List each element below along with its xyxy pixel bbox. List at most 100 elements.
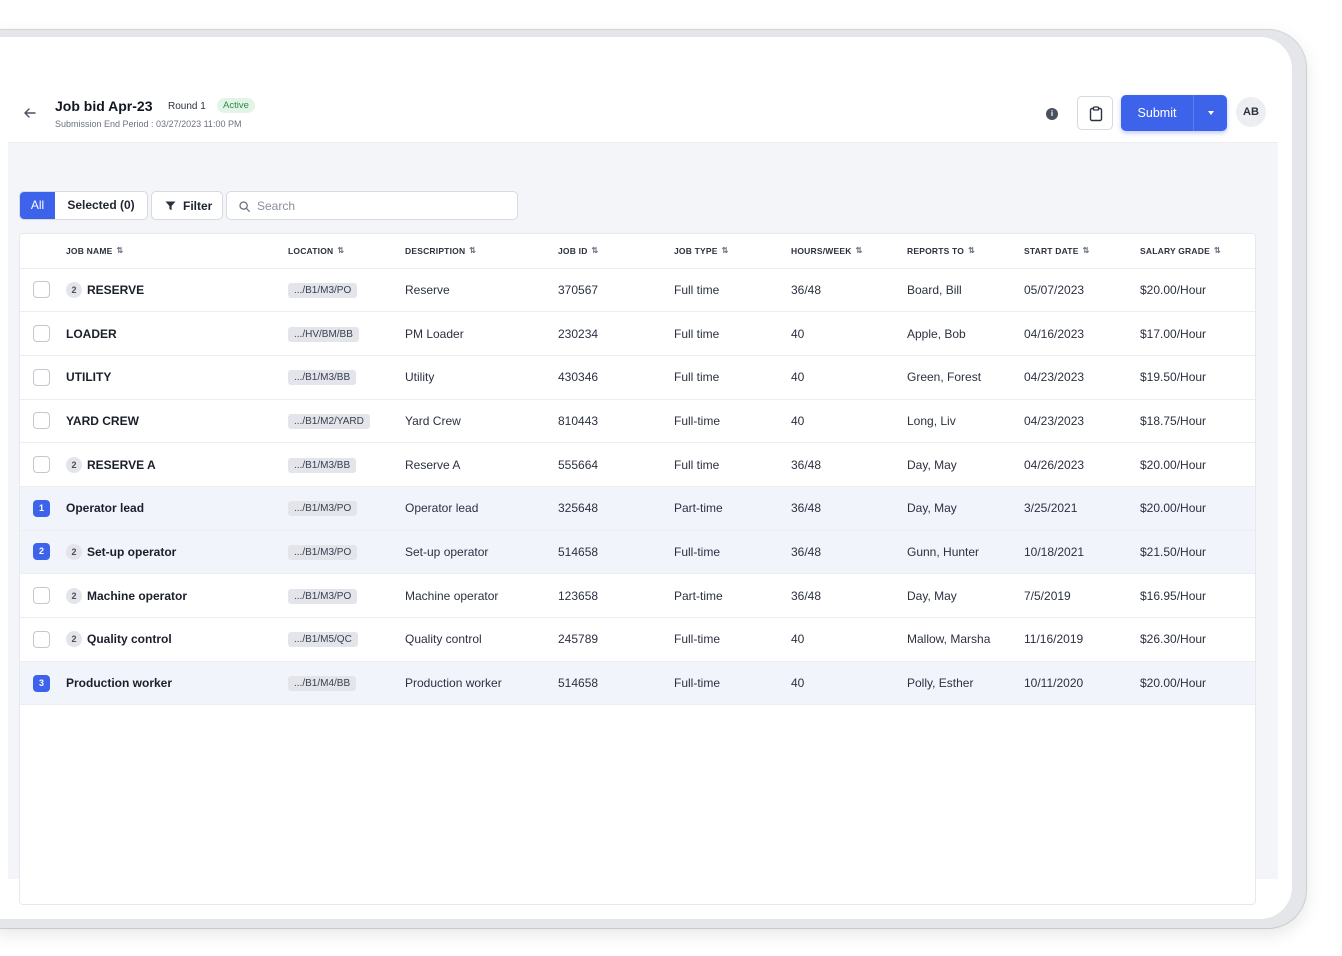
table-row[interactable]: YARD CREW .../B1/M2/YARD Yard Crew 810443 Fu…	[20, 399, 1255, 444]
table-header-row: JOB NAME ⇅ LOCATION ⇅ DESCRIPTION ⇅ JOB ID ⇅…	[20, 234, 1255, 269]
location-cell: .../B1/M3/PO	[288, 268, 405, 313]
start-date-cell: 7/5/2019	[1024, 573, 1140, 618]
job-name-cell: 2 Set-up operator	[66, 530, 288, 575]
location-chip: .../B1/M3/PO	[288, 544, 358, 560]
column-header-start-date[interactable]: START DATE ⇅	[1024, 234, 1140, 269]
location-chip: .../HV/BM/BB	[288, 326, 359, 342]
sort-icon: ⇅	[855, 245, 863, 255]
page-title: Job bid Apr-23	[55, 98, 153, 114]
column-header-reports-to[interactable]: REPORTS TO ⇅	[907, 234, 1024, 269]
start-date-cell: 10/11/2020	[1024, 661, 1140, 706]
start-date-cell: 10/18/2021	[1024, 530, 1140, 575]
sort-icon: ⇅	[591, 245, 599, 255]
search-input[interactable]	[257, 195, 512, 216]
start-date-cell: 04/16/2023	[1024, 311, 1140, 356]
table-row[interactable]: 3 Production worker .../B1/M4/BB Production…	[20, 661, 1255, 706]
row-checkbox[interactable]	[33, 412, 50, 430]
column-header-location[interactable]: LOCATION ⇅	[288, 234, 405, 269]
start-date-cell: 3/25/2021	[1024, 486, 1140, 531]
job-type-cell: Part-time	[674, 573, 791, 618]
description-cell: Utility	[405, 355, 558, 400]
column-header-job-name[interactable]: JOB NAME ⇅	[66, 234, 288, 269]
column-header-hours-week[interactable]: HOURS/WEEK ⇅	[791, 234, 907, 269]
reports-to-cell: Apple, Bob	[907, 311, 1024, 356]
job-id-cell: 230234	[558, 311, 674, 356]
submit-button-group: Submit	[1121, 95, 1227, 131]
salary-cell: $17.00/Hour	[1140, 311, 1255, 356]
app: Job bid Apr-23 Round 1 Active Submission…	[8, 87, 1278, 905]
filter-button[interactable]: Filter	[151, 191, 223, 220]
clipboard-button[interactable]	[1077, 96, 1113, 130]
table-row[interactable]: UTILITY .../B1/M3/BB Utility 430346 Full tim…	[20, 355, 1255, 400]
location-cell: .../B1/M3/BB	[288, 355, 405, 400]
description-cell: Machine operator	[405, 573, 558, 618]
sort-icon: ⇅	[1213, 245, 1221, 255]
table-row[interactable]: 2 2 Set-up operator .../B1/M3/PO Set-up oper…	[20, 530, 1255, 575]
description-cell: Yard Crew	[405, 399, 558, 444]
row-rank-checkbox[interactable]: 2	[33, 543, 50, 561]
table-row[interactable]: 2 RESERVE .../B1/M3/PO Reserve 370567 Full ti…	[20, 268, 1255, 313]
sort-icon: ⇅	[337, 245, 345, 255]
job-name: Set-up operator	[87, 544, 177, 559]
selected-tab[interactable]: Selected (0)	[67, 198, 135, 212]
row-checkbox[interactable]	[33, 281, 50, 299]
row-checkbox[interactable]	[33, 587, 50, 605]
row-checkbox[interactable]	[33, 456, 50, 474]
table-row[interactable]: 2 Machine operator .../B1/M3/PO Machine ope…	[20, 573, 1255, 618]
location-cell: .../B1/M5/QC	[288, 617, 405, 662]
column-header-job-type[interactable]: JOB TYPE ⇅	[674, 234, 791, 269]
device-frame: Job bid Apr-23 Round 1 Active Submission…	[0, 30, 1306, 928]
row-select-cell: 1	[20, 486, 66, 531]
job-type-cell: Full-time	[674, 617, 791, 662]
row-rank-checkbox[interactable]: 1	[33, 499, 50, 517]
view-toggle: All Selected (0)	[19, 191, 148, 220]
row-checkbox[interactable]	[33, 630, 50, 648]
column-header-description[interactable]: DESCRIPTION ⇅	[405, 234, 558, 269]
salary-cell: $20.00/Hour	[1140, 661, 1255, 706]
table-row[interactable]: 2 RESERVE A .../B1/M3/BB Reserve A 555664 Ful…	[20, 442, 1255, 487]
all-tab[interactable]: All	[20, 192, 55, 219]
location-chip: .../B1/M4/BB	[288, 676, 357, 692]
table-row[interactable]: LOADER .../HV/BM/BB PM Loader 230234 Full ti…	[20, 311, 1255, 356]
info-icon[interactable]: i	[1046, 108, 1058, 120]
row-select-cell	[20, 399, 66, 444]
location-chip: .../B1/M3/BB	[288, 370, 357, 386]
table-row[interactable]: 1 Operator lead .../B1/M3/PO Operator lead 3…	[20, 486, 1255, 531]
job-type-cell: Full time	[674, 442, 791, 487]
row-checkbox[interactable]	[33, 325, 50, 343]
location-cell: .../B1/M2/YARD	[288, 399, 405, 444]
jobs-table-card: JOB NAME ⇅ LOCATION ⇅ DESCRIPTION ⇅ JOB ID ⇅…	[19, 233, 1256, 905]
hours-cell: 36/48	[791, 268, 907, 313]
location-cell: .../B1/M3/BB	[288, 442, 405, 487]
hours-cell: 40	[791, 399, 907, 444]
location-cell: .../B1/M3/PO	[288, 486, 405, 531]
count-badge: 2	[66, 631, 82, 648]
location-cell: .../B1/M3/PO	[288, 530, 405, 575]
column-header-salary-grade[interactable]: SALARY GRADE ⇅	[1140, 234, 1255, 269]
submission-end-period: Submission End Period : 03/27/2023 11:00…	[55, 119, 242, 129]
row-select-cell	[20, 311, 66, 356]
count-badge: 2	[66, 281, 82, 298]
job-id-cell: 245789	[558, 617, 674, 662]
row-rank-checkbox[interactable]: 3	[33, 674, 50, 692]
filter-icon	[165, 201, 176, 211]
job-type-cell: Full time	[674, 311, 791, 356]
submit-button[interactable]: Submit	[1137, 106, 1177, 120]
description-cell: Operator lead	[405, 486, 558, 531]
row-checkbox[interactable]	[33, 368, 50, 386]
hours-cell: 40	[791, 355, 907, 400]
start-date-cell: 11/16/2019	[1024, 617, 1140, 662]
salary-cell: $20.00/Hour	[1140, 442, 1255, 487]
table-row[interactable]: 2 Quality control .../B1/M5/QC Quality cont…	[20, 617, 1255, 662]
reports-to-cell: Polly, Esther	[907, 661, 1024, 706]
job-id-cell: 325648	[558, 486, 674, 531]
submit-dropdown-button[interactable]	[1194, 95, 1227, 131]
submit-divider	[1193, 95, 1194, 131]
row-select-cell	[20, 268, 66, 313]
job-id-cell: 810443	[558, 399, 674, 444]
avatar[interactable]: AB	[1236, 97, 1266, 127]
column-header-job-id[interactable]: JOB ID ⇅	[558, 234, 674, 269]
back-arrow-icon[interactable]	[22, 105, 38, 121]
salary-cell: $26.30/Hour	[1140, 617, 1255, 662]
job-name: YARD CREW	[66, 413, 139, 428]
